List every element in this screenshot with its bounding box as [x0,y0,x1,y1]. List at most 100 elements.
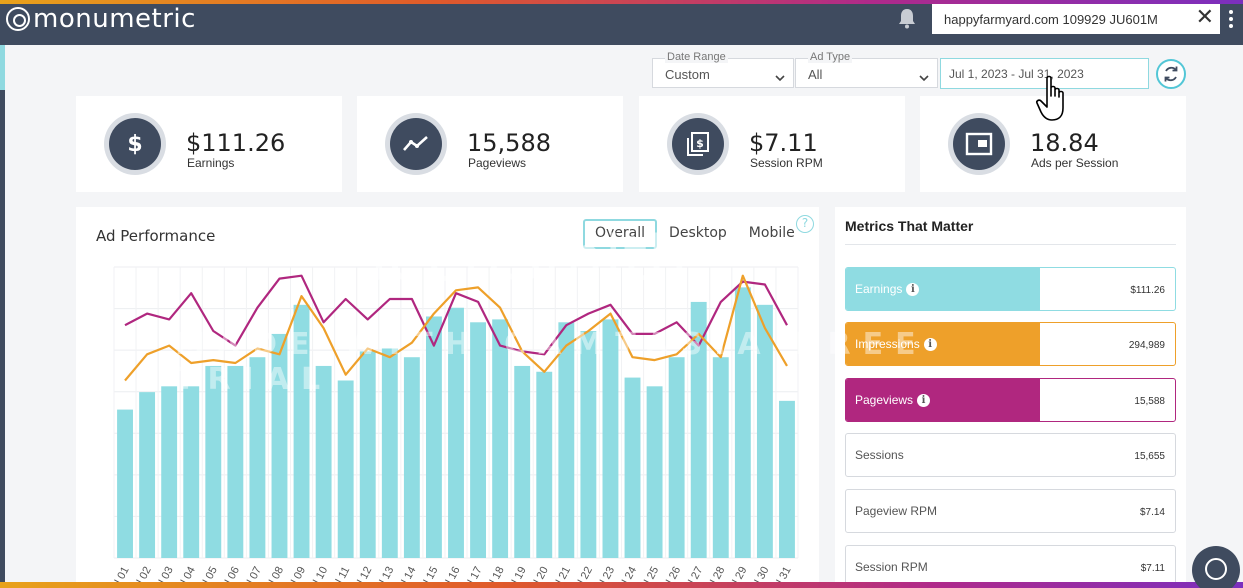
bar [580,331,597,558]
ad-performance-card: l 01 l 02 l 03 l 04 l 05 l 06 l 07 l 08 l 09 l 10… [76,207,819,588]
metric-row[interactable]: Sessions 15,655 [845,433,1176,477]
chevron-down-icon [775,75,785,82]
stat-card-earnings: $ $111.26 Earnings [76,96,342,192]
bar [161,386,178,558]
stat-value: $111.26 [186,129,286,157]
stat-label: Ads per Session [1031,156,1119,170]
tab-desktop[interactable]: Desktop [669,225,727,241]
bottom-gradient-strip [0,582,1243,588]
bar [381,348,398,558]
stat-value: 15,588 [467,129,551,157]
stat-icon-ring: $ [667,113,729,175]
bar [470,322,487,558]
bar [646,386,663,558]
metric-value: $111.26 [1130,285,1165,296]
metric-name-text: Sessions [855,448,904,462]
bar [139,392,156,558]
metric-name-text: Pageview RPM [855,504,938,518]
bell-icon[interactable] [897,7,917,29]
top-header: monumetric happyfarmyard.com 109929 JU60… [0,4,1243,45]
logo-text: monumetric [33,4,196,34]
hand-cursor-icon [1035,74,1073,124]
chat-support-icon[interactable] [1192,546,1240,588]
chevron-down-icon [919,75,929,82]
info-icon[interactable]: i [906,282,920,296]
date-range-select[interactable]: Custom [652,58,794,88]
refresh-icon [1164,66,1178,82]
brand-logo[interactable]: monumetric [6,6,196,32]
bar [514,365,531,558]
ad-performance-title: Ad Performance [96,227,216,245]
metric-name: Earnings i [855,282,920,296]
help-icon[interactable]: ? [796,215,814,233]
bar [734,287,751,558]
metric-name: Impressions i [855,337,937,351]
date-range-filter[interactable]: Custom Date Range [652,50,794,90]
bar [293,304,310,558]
metric-name-text: Pageviews [855,393,914,407]
bar [690,301,707,558]
ad-performance-tabs: Overall Desktop Mobile [583,219,807,249]
bar [249,357,266,558]
metric-row[interactable]: Earnings i $111.26 [845,267,1176,311]
metric-value: $7.14 [1139,507,1165,518]
metrics-that-matter-card: Metrics That Matter Earnings i $111.26 Impr… [835,207,1186,588]
stat-label: Pageviews [468,156,527,170]
more-menu-icon[interactable] [1229,10,1233,28]
metric-fill-bar [846,379,1041,421]
metric-name-text: Earnings [855,282,903,296]
ad-type-select[interactable]: All [795,58,938,88]
ad-icon [953,118,1005,170]
close-icon[interactable]: ✕ [1195,4,1214,29]
refresh-button[interactable] [1156,59,1186,89]
left-rail [0,45,5,588]
bar [117,409,133,558]
metric-row[interactable]: Pageview RPM $7.14 [845,489,1176,533]
stat-icon-ring [948,113,1010,175]
metric-name: Pageviews i [855,393,931,407]
divider [845,244,1176,245]
tab-overall[interactable]: Overall [583,219,658,249]
info-icon[interactable]: i [923,337,937,351]
bar [271,333,288,558]
date-range-value: Custom [665,67,710,82]
stat-icon-ring [385,113,447,175]
dollar-icon: $ [109,118,161,170]
bar [403,357,420,558]
metric-name: Sessions [855,448,904,462]
bar [602,319,619,558]
bar [227,365,244,558]
metric-row[interactable]: Session RPM $7.11 [845,545,1176,588]
bar [205,365,222,558]
metric-name-text: Impressions [855,337,920,351]
bar [536,371,553,558]
ad-type-label: Ad Type [808,51,853,63]
svg-text:$: $ [696,137,704,150]
session-icon: $ [672,118,724,170]
bar [448,307,464,558]
series-line [124,274,788,356]
logo-mark-icon [6,7,30,31]
metrics-title: Metrics That Matter [845,218,974,234]
stat-value: $7.11 [749,129,818,157]
info-icon[interactable]: i [917,393,931,407]
stat-value: 18.84 [1030,129,1099,157]
ad-type-value: All [808,67,823,82]
metric-row[interactable]: Impressions i 294,989 [845,322,1176,366]
ad-type-filter[interactable]: All Ad Type [795,50,938,90]
metric-fill-bar [846,323,1041,365]
bar [337,380,354,558]
site-selector[interactable]: happyfarmyard.com 109929 JU601M ✕ [932,4,1220,34]
trend-icon [390,118,442,170]
bar [359,351,376,558]
bar [315,365,332,558]
tab-mobile[interactable]: Mobile [748,225,795,241]
metric-value: 15,655 [1134,451,1165,462]
stat-card-pageviews: 15,588 Pageviews [357,96,623,192]
left-rail-accent [0,45,5,90]
stat-card-session-rpm: $ $7.11 Session RPM [639,96,905,192]
bar [558,322,575,558]
metric-value: 15,588 [1134,396,1165,407]
bar [492,319,509,558]
metric-row[interactable]: Pageviews i 15,588 [845,378,1176,422]
